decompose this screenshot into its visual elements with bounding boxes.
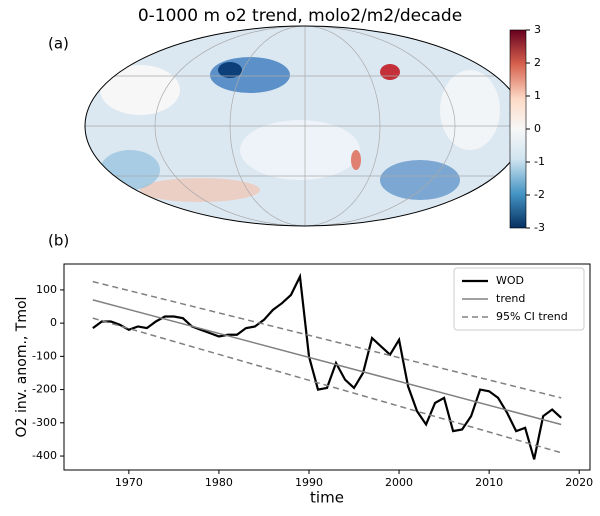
map-title: 0-1000 m o2 trend, molo2/m2/decade	[138, 6, 462, 26]
legend-label: trend	[496, 292, 525, 305]
y-tick-label: -300	[32, 416, 57, 429]
ci-upper	[92, 280, 562, 399]
panel-label: (a)	[48, 35, 69, 53]
colorbar-tick-label: 2	[534, 56, 541, 69]
x-tick-label: 2020	[565, 476, 593, 489]
y-tick-label: -100	[32, 349, 57, 362]
x-tick-label: 2000	[385, 476, 413, 489]
x-tick-label: 1970	[115, 476, 143, 489]
colorbar-tick-label: -3	[534, 221, 545, 234]
panel-label: (b)	[48, 232, 69, 250]
plot-frame	[63, 263, 591, 471]
map	[85, 26, 525, 226]
legend-label: 95% CI trend	[496, 310, 568, 323]
legend-label: WOD	[496, 274, 524, 287]
ci-lower	[92, 317, 562, 454]
colorbar-tick-label: 1	[534, 89, 541, 102]
y-axis-label: O2 inv. anom., Tmol	[14, 297, 30, 438]
colorbar-tick-label: -1	[534, 155, 545, 168]
x-tick-label: 2010	[475, 476, 503, 489]
y-tick-label: 100	[36, 283, 57, 296]
x-tick-label: 1990	[295, 476, 323, 489]
line-1	[92, 299, 562, 426]
x-tick-label: 1980	[205, 476, 233, 489]
line-0	[92, 272, 562, 460]
colorbar-tick-label: 3	[534, 23, 541, 36]
y-tick-label: -200	[32, 383, 57, 396]
y-tick-label: -400	[32, 449, 57, 462]
colorbar-tick-label: -2	[534, 188, 545, 201]
colorbar	[509, 29, 527, 229]
y-tick-label: 0	[50, 316, 57, 329]
colorbar-tick-label: 0	[534, 122, 541, 135]
x-axis-label: time	[310, 489, 344, 507]
legend	[453, 267, 585, 331]
